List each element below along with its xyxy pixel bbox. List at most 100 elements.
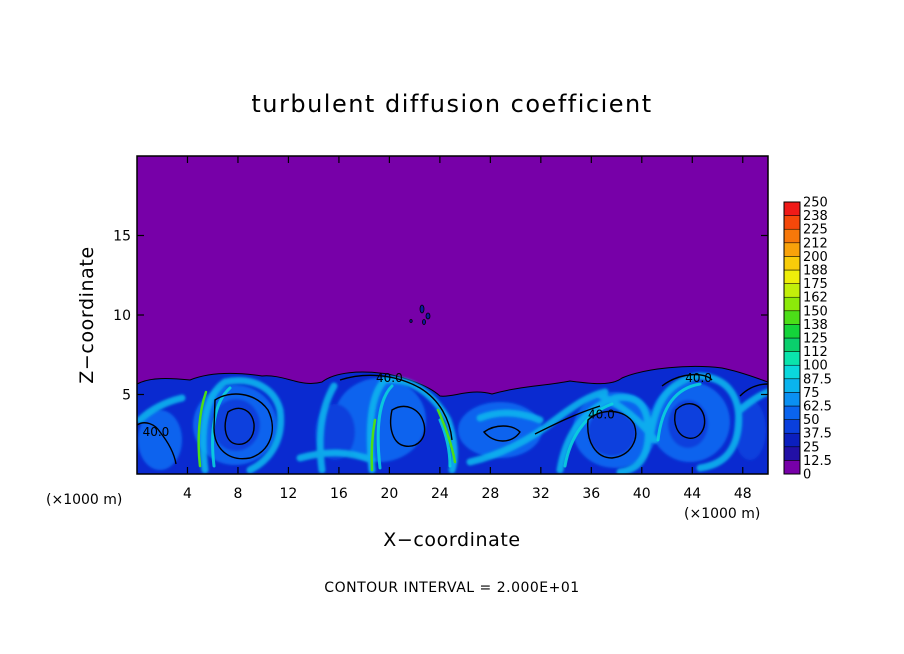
filament [199, 377, 285, 474]
colorbar-swatch [783, 269, 801, 284]
colorbar-label: 225 [803, 223, 828, 238]
colorbar-swatch [783, 242, 801, 257]
filament [646, 372, 743, 472]
x-tick-label: 4 [183, 486, 192, 502]
colorbar-swatch [783, 296, 801, 312]
colorbar-label: 37.5 [803, 427, 832, 442]
x-tick-label: 8 [233, 486, 242, 502]
aloft-cell [419, 304, 425, 314]
contour-line [674, 403, 706, 439]
x-tick-label: 36 [582, 486, 600, 502]
eddy [668, 400, 708, 448]
x-tick-label: 12 [280, 486, 298, 502]
contour-line [661, 373, 713, 387]
filament [296, 449, 376, 464]
contour-line [482, 425, 521, 442]
y-tick-label: 10 [113, 308, 131, 324]
high-value-streak [370, 418, 377, 472]
colorbar-swatch [783, 460, 801, 475]
filament-core [376, 384, 394, 470]
colorbar-label: 125 [803, 332, 828, 347]
colorbar-swatch [783, 215, 801, 230]
x-tick-label: 48 [734, 486, 752, 502]
colorbar-swatch [783, 419, 801, 434]
colorbar-label: 250 [803, 196, 828, 211]
colorbar-swatch [783, 201, 801, 216]
x-tick-label: 28 [481, 486, 499, 502]
chart-title: turbulent diffusion coefficient [251, 90, 652, 118]
filament-core [563, 402, 614, 468]
x-unit-right: (×1000 m) [684, 506, 760, 522]
colorbar-label: 0 [803, 468, 811, 483]
contour-line [389, 405, 426, 447]
colorbar-label: 62.5 [803, 400, 832, 415]
high-value-streak [436, 408, 457, 464]
colorbar-label: 138 [803, 318, 828, 333]
colorbar-swatch [783, 310, 801, 325]
contour-line [587, 410, 637, 459]
contour-line [739, 383, 768, 397]
x-axis-label: X−coordinate [383, 529, 520, 551]
colorbar-label: 162 [803, 291, 828, 306]
contour-label: 40.0 [376, 371, 403, 385]
contour-line [213, 393, 273, 460]
x-tick-label: 16 [330, 486, 348, 502]
filament [316, 382, 338, 474]
filament [736, 388, 768, 414]
contour-label: 40.0 [685, 371, 712, 385]
contour-interval-note: CONTOUR INTERVAL = 2.000E+01 [324, 580, 579, 596]
contour-label: 40.0 [588, 407, 615, 421]
colorbar-swatch [783, 378, 801, 393]
contour-label: 40.0 [143, 425, 170, 439]
x-tick-label: 32 [532, 486, 550, 502]
colorbar-swatch [783, 446, 801, 461]
turbulence-field [137, 304, 768, 474]
colorbar-swatch [783, 283, 801, 298]
colorbar-label: 175 [803, 277, 828, 292]
filament [137, 394, 186, 424]
x-tick-label: 24 [431, 486, 449, 502]
colorbar-swatch [783, 228, 801, 244]
colorbar-label: 200 [803, 250, 828, 265]
y-tick-label: 5 [122, 388, 131, 404]
contour-line [534, 405, 601, 435]
colorbar-swatch [783, 364, 801, 380]
colorbar-label: 112 [803, 345, 828, 360]
colorbar-label: 12.5 [803, 454, 832, 469]
filament [556, 393, 652, 474]
high-value-streak [197, 390, 208, 468]
colorbar-swatch [783, 405, 801, 420]
x-tick-label: 40 [633, 486, 651, 502]
colorbar-swatch [783, 324, 801, 339]
x-tick-label: 44 [683, 486, 701, 502]
contour-line [137, 422, 177, 465]
colorbar-swatch [783, 392, 801, 407]
colorbar-label: 150 [803, 304, 828, 319]
colorbar-swatch [783, 337, 801, 352]
y-tick-label: 15 [113, 229, 131, 245]
contour-line [224, 407, 255, 445]
colorbar-swatch [783, 256, 801, 271]
colorbar-label: 75 [803, 386, 820, 401]
colorbar: 012.52537.55062.57587.510011212513815016… [783, 196, 832, 483]
filament-core [438, 418, 452, 468]
filament [596, 391, 659, 444]
filament [476, 409, 544, 424]
y-axis-label: Z−coordinate [76, 246, 98, 383]
colorbar-label: 50 [803, 413, 820, 428]
colorbar-swatch [783, 351, 801, 366]
aloft-cell [409, 319, 413, 323]
eddy [588, 408, 636, 456]
colorbar-label: 25 [803, 440, 820, 455]
colorbar-label: 87.5 [803, 372, 832, 387]
filament [466, 388, 609, 466]
colorbar-swatch [783, 432, 801, 448]
contour-line [339, 374, 453, 441]
colorbar-label: 212 [803, 236, 828, 251]
aloft-cell [425, 312, 431, 320]
eddy [138, 410, 182, 470]
colorbar-label: 238 [803, 209, 828, 224]
filament-core [656, 382, 702, 442]
x-tick-label: 20 [380, 486, 398, 502]
